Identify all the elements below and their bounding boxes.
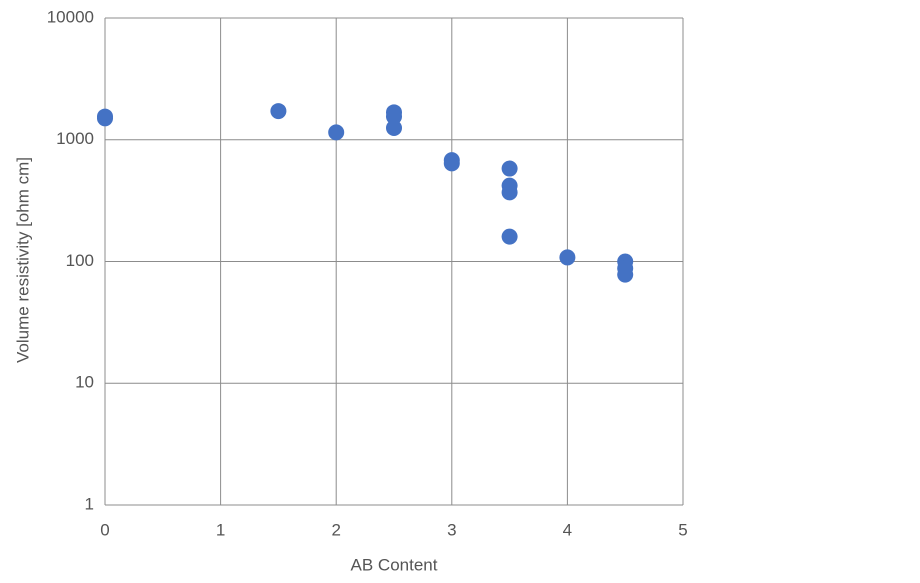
x-tick-label: 2 (331, 520, 340, 539)
point (328, 124, 345, 141)
y-tick-label: 100 (66, 251, 94, 270)
x-tick-label: 5 (678, 520, 687, 539)
point (386, 108, 402, 125)
x-tick-label: 4 (563, 520, 572, 539)
point (443, 155, 460, 172)
point (501, 184, 518, 201)
y-tick-label: 1000 (56, 129, 94, 148)
x-axis-label: AB Content (351, 555, 438, 574)
point (386, 119, 402, 136)
y-tick-label: 1 (85, 494, 94, 513)
point (559, 249, 576, 266)
point (501, 228, 518, 245)
point (501, 160, 518, 177)
x-tick-label: 3 (447, 520, 456, 539)
y-tick-label: 10000 (47, 7, 94, 26)
y-axis-label: Volume resistivity [ohm cm] (13, 157, 32, 363)
point (97, 108, 113, 125)
point (617, 266, 634, 283)
point (270, 103, 287, 120)
y-tick-label: 10 (75, 373, 94, 392)
x-tick-label: 0 (100, 520, 109, 539)
x-tick-label: 1 (216, 520, 225, 539)
